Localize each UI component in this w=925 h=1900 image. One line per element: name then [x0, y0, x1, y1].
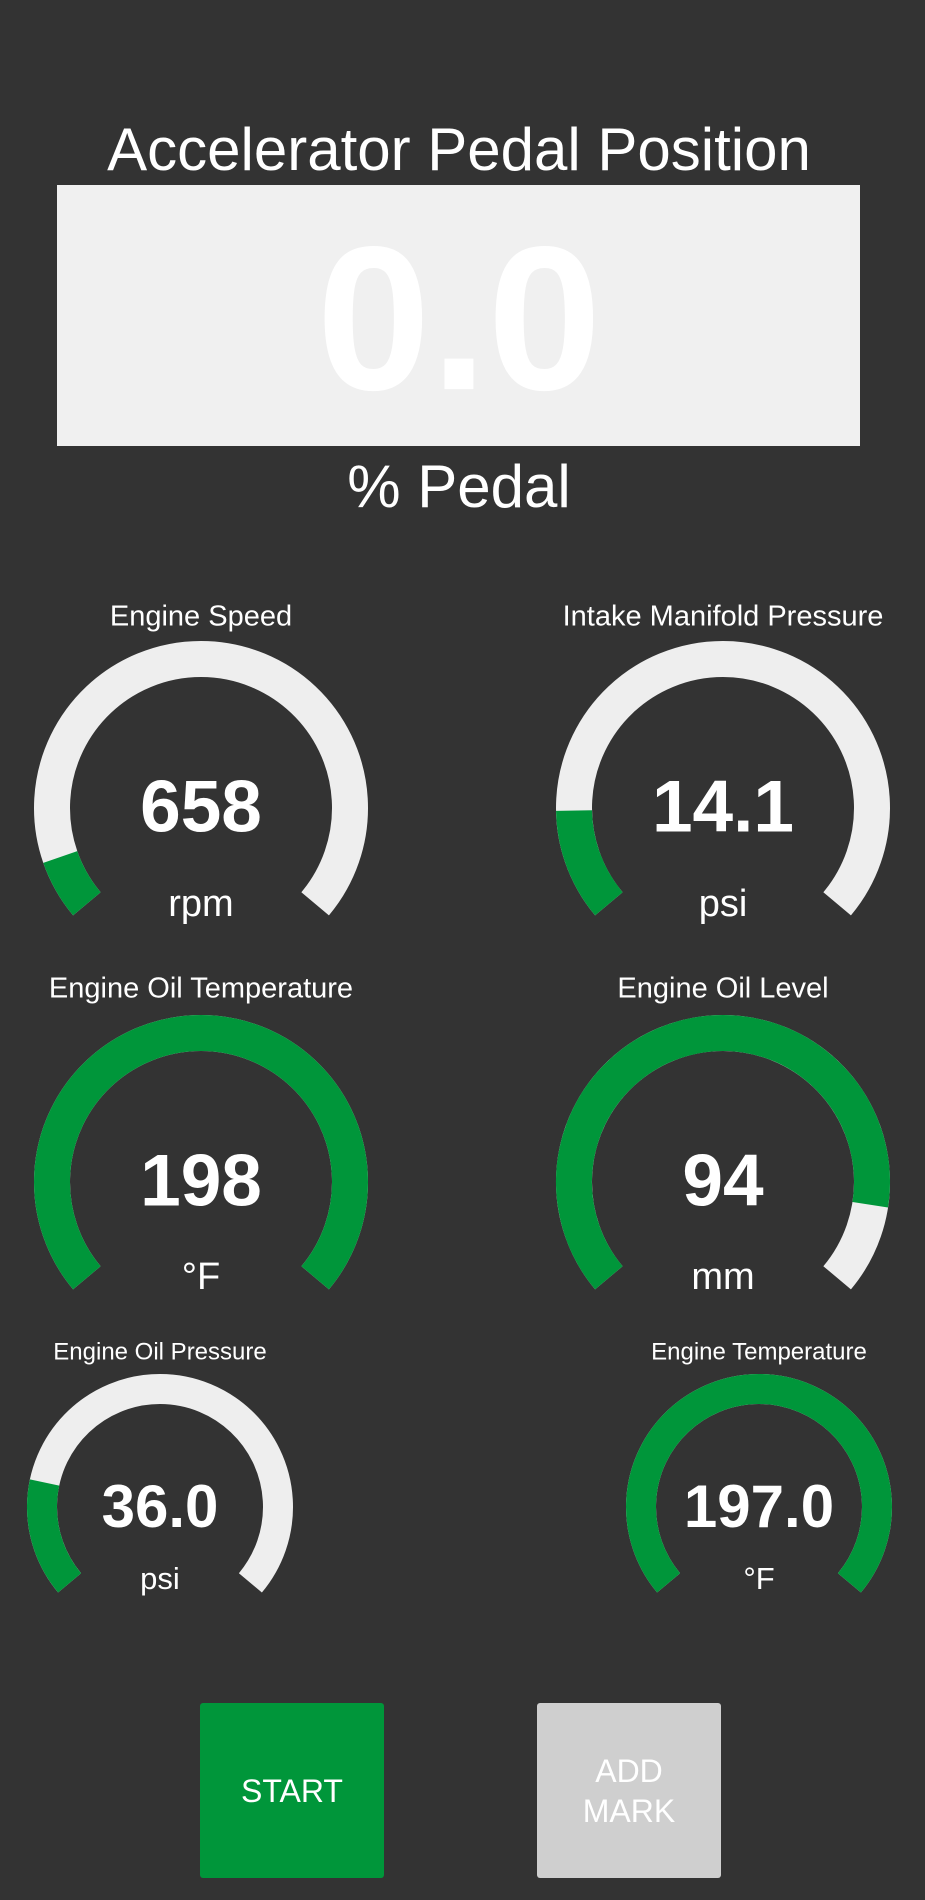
gauge-fill	[556, 809, 623, 916]
gauge-label: Engine Oil Temperature	[49, 973, 353, 1005]
gauge-unit: psi	[140, 1561, 180, 1596]
pedal-panel	[57, 185, 860, 446]
gauge-label: Engine Temperature	[651, 1338, 867, 1365]
gauge-value: 197.0	[684, 1473, 834, 1540]
gauge-label: Engine Speed	[110, 601, 292, 633]
gauge-unit: psi	[699, 883, 748, 925]
gauge-value: 94	[682, 1140, 764, 1221]
pedal-value: 0.0	[317, 204, 602, 433]
gauge-unit: rpm	[168, 883, 233, 925]
gauge-label: Intake Manifold Pressure	[563, 601, 884, 633]
gauge-track	[556, 641, 890, 916]
gauge-fill	[43, 850, 101, 916]
gauge-unit: mm	[691, 1256, 754, 1298]
gauge-label: Engine Oil Pressure	[53, 1338, 266, 1365]
pedal-unit: % Pedal	[347, 453, 570, 520]
gauge-value: 14.1	[652, 766, 794, 847]
gauge-fill	[27, 1479, 82, 1593]
gauge-unit: °F	[182, 1256, 220, 1298]
gauge-track	[34, 641, 368, 916]
gauge-unit: °F	[743, 1561, 774, 1596]
gauge-value: 658	[140, 766, 262, 847]
start-button[interactable]: START	[200, 1703, 384, 1878]
gauge-value: 36.0	[102, 1473, 219, 1540]
gauge-value: 198	[140, 1140, 262, 1221]
add-mark-button[interactable]: ADD MARK	[537, 1703, 721, 1878]
gauge-fill	[34, 1015, 368, 1290]
pedal-title: Accelerator Pedal Position	[107, 116, 811, 183]
gauge-fill	[626, 1374, 892, 1593]
gauge-label: Engine Oil Level	[617, 973, 828, 1005]
gauge-fill	[556, 1015, 890, 1290]
